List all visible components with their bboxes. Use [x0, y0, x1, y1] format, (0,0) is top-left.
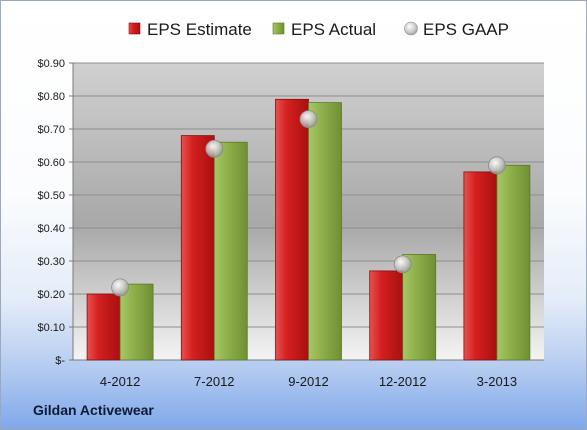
y-tick-label: $0.60 [37, 157, 65, 169]
legend-label: EPS GAAP [423, 20, 509, 39]
gaap-markers [111, 110, 506, 297]
marker-eps-gaap [205, 139, 224, 158]
x-category-label: 3-2013 [477, 374, 517, 389]
marker-eps-gaap [487, 156, 506, 175]
y-tick-label: $0.40 [37, 223, 65, 235]
legend-label: EPS Actual [291, 20, 376, 39]
bar-eps-estimate [180, 135, 215, 361]
marker-eps-gaap [299, 110, 318, 128]
y-tick-label: $0.50 [37, 190, 65, 202]
x-category-label: 7-2012 [194, 374, 234, 389]
x-category-label: 9-2012 [288, 374, 328, 389]
y-axis: $- $0.10 $0.20 $0.30 $0.40 $0.50 $0.60 $0.70 $0.… [37, 58, 74, 367]
bar-eps-actual [119, 283, 154, 361]
y-tick-label: $0.90 [37, 58, 65, 70]
bar-eps-actual [213, 141, 248, 361]
legend-label: EPS Estimate [147, 20, 252, 39]
legend-swatch-eps-estimate [128, 22, 141, 35]
y-tick-label: $0.10 [37, 322, 65, 334]
marker-eps-gaap [111, 278, 129, 297]
bar-eps-estimate [463, 171, 498, 361]
bar-eps-estimate [275, 98, 309, 361]
company-name: Gildan Activewear [33, 402, 154, 418]
y-tick-label: $0.30 [37, 256, 65, 268]
y-tick-label: $0.20 [37, 289, 65, 301]
marker-eps-gaap [393, 255, 412, 274]
x-category-label: 12-2012 [379, 374, 427, 389]
bars [86, 98, 531, 361]
bar-eps-actual [402, 253, 437, 361]
legend-swatch-eps-gaap [404, 21, 418, 36]
y-tick-label: $0.70 [37, 124, 65, 136]
bar-eps-estimate [369, 270, 404, 361]
bar-eps-estimate [86, 293, 121, 361]
y-tick-label: $0.80 [37, 91, 65, 103]
x-axis: 4-2012 7-2012 9-2012 12-2012 3-2013 [100, 374, 517, 389]
legend: EPS Estimate EPS Actual EPS GAAP [128, 20, 509, 39]
bar-eps-actual [308, 102, 342, 361]
legend-swatch-eps-actual [272, 22, 285, 35]
bar-eps-actual [496, 164, 531, 361]
y-tick-label: $- [55, 355, 65, 367]
x-category-label: 4-2012 [100, 374, 140, 389]
